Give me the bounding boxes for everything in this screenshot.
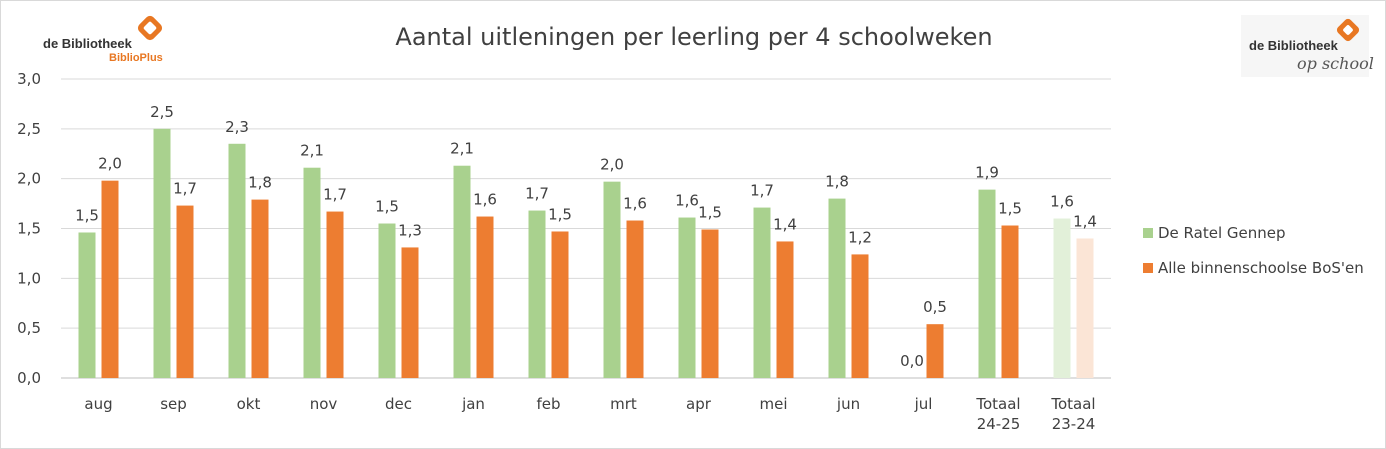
x-tick-label: 24-25 [977, 415, 1021, 433]
data-label: 1,6 [473, 191, 497, 209]
x-tick-label: jan [461, 395, 485, 413]
data-label: 1,5 [548, 205, 572, 223]
legend-swatch [1143, 228, 1153, 238]
x-tick-label: dec [385, 395, 412, 413]
data-label: 1,4 [1073, 212, 1097, 230]
data-label: 1,8 [825, 173, 849, 191]
data-label: 1,3 [398, 221, 422, 239]
data-label: 2,0 [98, 155, 122, 173]
data-label: 2,1 [300, 142, 324, 160]
x-tick-label: nov [310, 395, 338, 413]
bar-alle-bos [551, 231, 569, 378]
legend: De Ratel Gennep Alle binnenschoolse BoS'e… [1143, 224, 1364, 277]
bar-alle-bos [1076, 238, 1094, 378]
y-tick-label: 1,5 [17, 220, 41, 238]
data-label: 1,9 [975, 164, 999, 182]
bar-de-ratel-gennep [753, 207, 771, 378]
bar-alle-bos [476, 216, 494, 378]
y-axis: 0,0 0,5 1,0 1,5 2,0 2,5 3,0 [17, 70, 41, 387]
data-label: 1,6 [1050, 193, 1074, 211]
x-tick-label: apr [686, 395, 712, 413]
data-label: 1,6 [675, 192, 699, 210]
logo-left-name: de Bibliotheek [43, 36, 133, 51]
x-tick-label: jun [836, 395, 860, 413]
bar-alle-bos [851, 254, 869, 378]
gridlines [61, 78, 1111, 379]
y-tick-label: 2,5 [17, 120, 41, 138]
x-tick-label: Totaal [975, 395, 1020, 413]
legend-label: Alle binnenschoolse BoS'en [1158, 259, 1364, 277]
data-label: 1,8 [248, 174, 272, 192]
bar-de-ratel-gennep [528, 210, 546, 378]
data-label: 1,7 [525, 185, 549, 203]
y-tick-label: 0,0 [17, 369, 41, 387]
bar-alle-bos [101, 180, 119, 378]
y-tick-label: 0,5 [17, 319, 41, 337]
logo-right-name: de Bibliotheek [1249, 38, 1339, 53]
legend-label: De Ratel Gennep [1158, 224, 1286, 242]
logo-left-sub: BiblioPlus [109, 52, 163, 64]
x-tick-label: mrt [610, 395, 637, 413]
data-label: 1,5 [698, 203, 722, 221]
data-label: 1,5 [998, 200, 1022, 218]
x-tick-label: okt [237, 395, 261, 413]
y-tick-label: 2,0 [17, 170, 41, 188]
x-tick-label: mei [759, 395, 787, 413]
bar-de-ratel-gennep [78, 232, 96, 378]
legend-swatch [1143, 263, 1153, 273]
bar-de-ratel-gennep [378, 223, 396, 378]
x-tick-label: aug [84, 395, 112, 413]
data-label: 1,7 [750, 182, 774, 200]
bibliotheek-logo-icon [1336, 18, 1360, 42]
bar-alle-bos [926, 324, 944, 378]
bar-de-ratel-gennep [978, 189, 996, 378]
x-tick-label: sep [160, 395, 187, 413]
data-label: 2,0 [600, 156, 624, 174]
bars: 1,5 2,0 2,5 1,7 2,3 1,8 2,1 1,7 1,5 1,3 2,1 1,6 1,7 1… [75, 103, 1097, 378]
data-label: 0,5 [923, 298, 947, 316]
x-tick-label: Totaal [1050, 395, 1095, 413]
bar-de-ratel-gennep [603, 181, 621, 378]
bar-alle-bos [176, 205, 194, 378]
logo-right-sub: op school [1297, 54, 1374, 73]
data-label: 2,1 [450, 140, 474, 158]
bar-alle-bos [251, 199, 269, 378]
data-label: 0,0 [900, 352, 924, 370]
bar-de-ratel-gennep [303, 167, 321, 378]
data-label: 2,3 [225, 118, 249, 136]
bibliotheek-logo-icon [137, 15, 163, 41]
bar-alle-bos [701, 229, 719, 378]
data-label: 1,2 [848, 228, 872, 246]
logo-bibliotheek-op-school: de Bibliotheek op school [1241, 15, 1374, 77]
bar-de-ratel-gennep [153, 128, 171, 378]
bar-alle-bos [776, 241, 794, 378]
x-tick-label: feb [536, 395, 560, 413]
chart-title: Aantal uitleningen per leerling per 4 sc… [395, 23, 992, 51]
bar-alle-bos [1001, 225, 1019, 378]
bar-de-ratel-gennep [228, 143, 246, 378]
data-label: 1,6 [623, 195, 647, 213]
bar-alle-bos [626, 220, 644, 378]
x-tick-label: 23-24 [1052, 415, 1096, 433]
data-label: 1,7 [323, 186, 347, 204]
data-label: 1,7 [173, 180, 197, 198]
bar-de-ratel-gennep [1053, 218, 1071, 378]
logo-biblioplus: de Bibliotheek BiblioPlus [43, 15, 163, 64]
bar-de-ratel-gennep [828, 198, 846, 378]
data-label: 1,5 [75, 206, 99, 224]
bar-de-ratel-gennep [453, 165, 471, 378]
data-label: 2,5 [150, 103, 174, 121]
data-label: 1,5 [375, 198, 399, 216]
bar-de-ratel-gennep [678, 217, 696, 378]
data-label: 1,4 [773, 215, 797, 233]
y-tick-label: 1,0 [17, 269, 41, 287]
y-tick-label: 3,0 [17, 70, 41, 88]
x-axis: aug sep okt nov dec jan feb mrt apr mei jun jul Tota… [84, 395, 1095, 433]
bar-alle-bos [326, 211, 344, 378]
bar-alle-bos [401, 247, 419, 378]
x-tick-label: jul [914, 395, 933, 413]
